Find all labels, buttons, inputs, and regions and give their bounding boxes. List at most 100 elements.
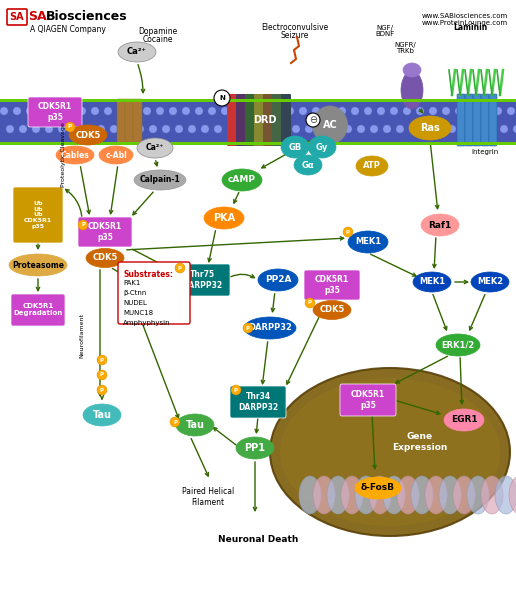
Text: MEK1: MEK1 bbox=[355, 238, 381, 247]
Text: CDK5R1
p35: CDK5R1 p35 bbox=[88, 222, 122, 242]
Text: PP2A: PP2A bbox=[265, 275, 291, 284]
Text: DARPP32: DARPP32 bbox=[248, 323, 292, 332]
Ellipse shape bbox=[244, 317, 296, 339]
Text: DRD: DRD bbox=[253, 115, 277, 125]
Circle shape bbox=[513, 125, 516, 133]
Circle shape bbox=[156, 107, 164, 115]
Text: ERK1/2: ERK1/2 bbox=[441, 340, 475, 349]
Circle shape bbox=[396, 125, 404, 133]
Text: CDK5R1
p35: CDK5R1 p35 bbox=[38, 102, 72, 122]
Circle shape bbox=[13, 107, 21, 115]
Ellipse shape bbox=[467, 476, 489, 514]
Circle shape bbox=[175, 263, 185, 273]
Ellipse shape bbox=[421, 214, 459, 236]
Text: CDK5R1
p35: CDK5R1 p35 bbox=[315, 275, 349, 295]
Ellipse shape bbox=[327, 476, 349, 514]
Circle shape bbox=[487, 125, 495, 133]
Ellipse shape bbox=[313, 106, 347, 144]
Ellipse shape bbox=[369, 476, 391, 514]
Text: P: P bbox=[100, 388, 104, 392]
Ellipse shape bbox=[439, 476, 461, 514]
Ellipse shape bbox=[299, 476, 321, 514]
Ellipse shape bbox=[236, 437, 274, 459]
Text: P: P bbox=[178, 265, 182, 271]
Circle shape bbox=[370, 125, 378, 133]
Text: Amphyphysin: Amphyphysin bbox=[123, 320, 171, 326]
FancyBboxPatch shape bbox=[174, 264, 230, 296]
Text: www.SABiosciences.com: www.SABiosciences.com bbox=[422, 13, 508, 19]
Circle shape bbox=[104, 107, 112, 115]
Circle shape bbox=[286, 107, 294, 115]
Text: Cables: Cables bbox=[60, 151, 89, 160]
Text: P: P bbox=[246, 325, 250, 331]
Text: Thr75
DARPP32: Thr75 DARPP32 bbox=[182, 270, 222, 290]
FancyBboxPatch shape bbox=[281, 94, 291, 146]
Text: TRKb: TRKb bbox=[396, 48, 414, 54]
Circle shape bbox=[507, 107, 515, 115]
Ellipse shape bbox=[453, 476, 475, 514]
FancyBboxPatch shape bbox=[304, 270, 360, 300]
Ellipse shape bbox=[176, 414, 214, 436]
Text: P: P bbox=[100, 373, 104, 377]
Text: CDK5: CDK5 bbox=[75, 130, 101, 139]
Bar bbox=[0, 99, 516, 102]
Circle shape bbox=[84, 125, 92, 133]
FancyBboxPatch shape bbox=[263, 94, 273, 146]
Circle shape bbox=[97, 125, 105, 133]
Circle shape bbox=[377, 107, 385, 115]
Ellipse shape bbox=[99, 146, 133, 164]
Circle shape bbox=[91, 107, 99, 115]
Circle shape bbox=[383, 125, 391, 133]
Text: Ca²⁺: Ca²⁺ bbox=[127, 47, 147, 56]
Text: P: P bbox=[173, 419, 177, 425]
Circle shape bbox=[243, 323, 253, 333]
FancyBboxPatch shape bbox=[78, 217, 132, 247]
Text: AC: AC bbox=[322, 120, 337, 130]
FancyBboxPatch shape bbox=[245, 94, 255, 146]
Circle shape bbox=[26, 107, 34, 115]
Text: Paired Helical
Filament: Paired Helical Filament bbox=[182, 487, 234, 506]
Text: CDK5R1
p35: CDK5R1 p35 bbox=[351, 391, 385, 410]
Circle shape bbox=[247, 107, 255, 115]
FancyBboxPatch shape bbox=[340, 384, 396, 416]
FancyBboxPatch shape bbox=[230, 386, 286, 418]
Circle shape bbox=[162, 125, 170, 133]
Ellipse shape bbox=[280, 378, 500, 526]
Text: Thr34
DARPP32: Thr34 DARPP32 bbox=[238, 392, 278, 412]
Text: Seizure: Seizure bbox=[281, 31, 309, 40]
Ellipse shape bbox=[481, 476, 503, 514]
FancyBboxPatch shape bbox=[117, 99, 126, 143]
Text: SA: SA bbox=[28, 10, 46, 23]
Text: Integrin: Integrin bbox=[472, 149, 498, 155]
Circle shape bbox=[78, 220, 88, 230]
Text: A QIAGEN Company: A QIAGEN Company bbox=[30, 25, 106, 34]
Circle shape bbox=[442, 107, 450, 115]
Circle shape bbox=[260, 107, 268, 115]
Text: Ub
Ub
Ub
CDK5R1
p35: Ub Ub Ub CDK5R1 p35 bbox=[24, 201, 52, 229]
Text: NGF/: NGF/ bbox=[377, 25, 394, 31]
Text: ™: ™ bbox=[46, 14, 53, 20]
Text: MEK1: MEK1 bbox=[419, 277, 445, 286]
Circle shape bbox=[435, 125, 443, 133]
Circle shape bbox=[306, 113, 320, 127]
Text: Tau: Tau bbox=[185, 420, 204, 430]
FancyBboxPatch shape bbox=[13, 187, 63, 243]
FancyBboxPatch shape bbox=[254, 94, 264, 146]
Ellipse shape bbox=[281, 136, 309, 158]
Circle shape bbox=[461, 125, 469, 133]
Text: CDK5: CDK5 bbox=[92, 253, 118, 263]
Circle shape bbox=[416, 107, 424, 115]
Ellipse shape bbox=[355, 476, 377, 514]
Text: Proteolytic Cleavage: Proteolytic Cleavage bbox=[60, 122, 66, 187]
Text: Cocaine: Cocaine bbox=[143, 34, 173, 43]
Text: P: P bbox=[100, 358, 104, 362]
Circle shape bbox=[143, 107, 151, 115]
Circle shape bbox=[312, 107, 320, 115]
FancyBboxPatch shape bbox=[7, 9, 27, 25]
Circle shape bbox=[351, 107, 359, 115]
Circle shape bbox=[188, 125, 196, 133]
Circle shape bbox=[403, 107, 411, 115]
Ellipse shape bbox=[355, 477, 401, 499]
Ellipse shape bbox=[308, 136, 336, 158]
FancyBboxPatch shape bbox=[489, 94, 497, 146]
